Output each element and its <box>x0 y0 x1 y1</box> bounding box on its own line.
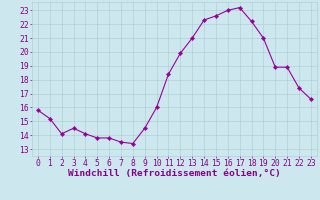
X-axis label: Windchill (Refroidissement éolien,°C): Windchill (Refroidissement éolien,°C) <box>68 169 281 178</box>
